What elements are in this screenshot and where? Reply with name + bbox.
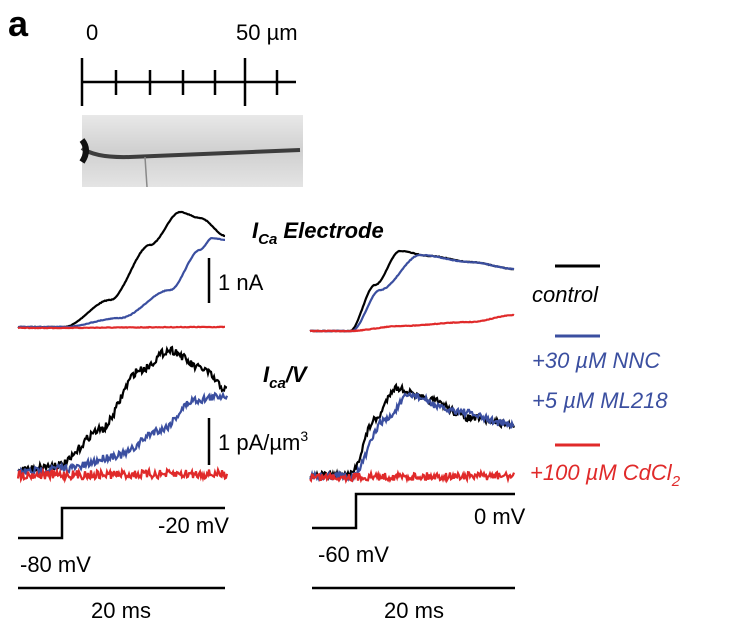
voltage-protocols [18, 494, 515, 588]
micrograph [82, 115, 303, 187]
trace-nnc [18, 238, 225, 327]
legend-cd: +100 µM CdCl2 [530, 460, 681, 490]
trace-cd [310, 315, 514, 332]
legend-nnc: +30 µM NNC [532, 348, 660, 373]
current-scale: 1 nA [218, 270, 264, 295]
panel-label: a [8, 3, 29, 44]
trace-nnc [18, 393, 227, 474]
electrode-title: ICa Electrode [252, 218, 384, 248]
scale-start: 0 [86, 20, 98, 45]
trace-control [18, 212, 225, 327]
trace-nnc [310, 394, 514, 480]
right-test: 0 mV [474, 504, 526, 529]
left-time: 20 ms [91, 598, 151, 623]
micron-scale [82, 58, 296, 106]
scale-end: 50 µm [236, 20, 298, 45]
density-scale: 1 pA/µm3 [218, 428, 308, 455]
legend-ml218: +5 µM ML218 [532, 388, 668, 413]
figure: a 0 50 µm ICa Electrode 1 nA Ica/V 1 pA/… [0, 0, 739, 628]
right-time: 20 ms [384, 598, 444, 623]
right-hold: -60 mV [318, 542, 389, 567]
left-hold: -80 mV [20, 552, 91, 577]
density-title: Ica/V [263, 362, 309, 392]
left-test: -20 mV [158, 513, 229, 538]
legend-control: control [532, 282, 599, 307]
trace-cd [18, 327, 225, 329]
trace-control [310, 385, 514, 478]
